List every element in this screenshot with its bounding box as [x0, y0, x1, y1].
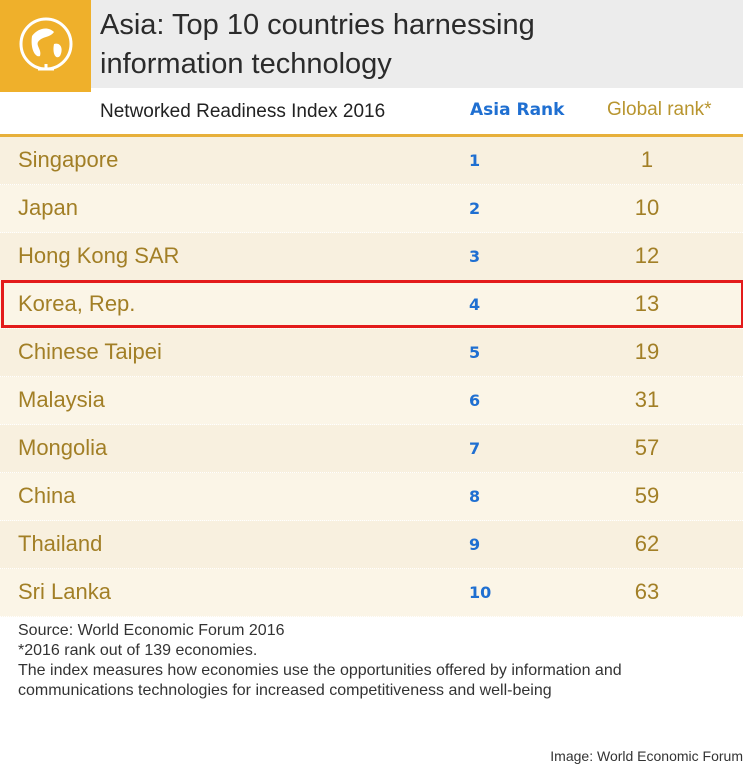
index-column-header: Networked Readiness Index 2016 [100, 101, 386, 122]
country-cell: Singapore [18, 147, 119, 172]
table-row: Malaysia 6 31 [0, 377, 743, 425]
global-rank-column-header: Global rank* [607, 99, 712, 120]
page-title: Asia: Top 10 countries harnessing inform… [100, 6, 740, 84]
global-rank-cell: 13 [634, 291, 660, 316]
asia-rank-cell: 1 [469, 151, 481, 170]
table-row: Sri Lanka 10 63 [0, 569, 743, 617]
country-cell: Thailand [18, 531, 103, 556]
title-line-2: information technology [100, 48, 392, 80]
image-credit: Image: World Economic Forum [550, 748, 743, 764]
asia-rank-cell: 9 [469, 535, 481, 554]
table-row: Mongolia 7 57 [0, 425, 743, 473]
notes: Source: World Economic Forum 2016 *2016 … [18, 621, 738, 701]
title-line-1: Asia: Top 10 countries harnessing [100, 9, 535, 41]
header-band [0, 0, 743, 88]
table-row: Japan 2 10 [0, 185, 743, 233]
ranking-table: Singapore 1 1 Japan 2 10 Hong Kong SAR 3 12 Korea… [0, 137, 743, 617]
asia-rank-cell: 8 [469, 487, 481, 506]
asia-rank-cell: 6 [469, 391, 481, 410]
country-cell: Korea, Rep. [18, 291, 136, 316]
header-divider [0, 134, 743, 137]
asia-rank-cell: 7 [469, 439, 481, 458]
country-cell: Malaysia [18, 387, 105, 412]
asia-rank-cell: 4 [469, 295, 481, 314]
table-row: Singapore 1 1 [0, 137, 743, 185]
country-cell: Mongolia [18, 435, 108, 460]
global-rank-cell: 63 [634, 579, 660, 604]
description-line-1: The index measures how economies use the… [18, 662, 622, 679]
table-row: Chinese Taipei 5 19 [0, 329, 743, 377]
description-line-2: communications technologies for increase… [18, 682, 552, 699]
global-rank-cell: 10 [634, 195, 660, 220]
asia-rank-cell: 5 [469, 343, 481, 362]
asia-rank-column-header: Asia Rank [470, 100, 565, 120]
globe-icon [19, 17, 73, 71]
highlight-box-korea [1, 280, 743, 328]
asia-rank-cell: 10 [469, 583, 492, 602]
table-row: Thailand 9 62 [0, 521, 743, 569]
global-rank-cell: 57 [634, 435, 660, 460]
globe-logo [0, 0, 91, 92]
footnote: *2016 rank out of 139 economies. [18, 642, 258, 659]
asia-rank-cell: 2 [469, 199, 481, 218]
table-row: Hong Kong SAR 3 12 [0, 233, 743, 281]
global-rank-cell: 62 [634, 531, 660, 556]
country-cell: Japan [18, 195, 78, 220]
global-rank-cell: 12 [634, 243, 660, 268]
country-cell: Sri Lanka [18, 579, 111, 604]
country-cell: Chinese Taipei [18, 339, 162, 364]
global-rank-cell: 31 [634, 387, 660, 412]
table-row: China 8 59 [0, 473, 743, 521]
country-cell: Hong Kong SAR [18, 243, 180, 268]
table-row: Korea, Rep. 4 13 [0, 281, 743, 329]
asia-rank-cell: 3 [469, 247, 481, 266]
global-rank-cell: 19 [634, 339, 660, 364]
country-cell: China [18, 483, 76, 508]
global-rank-cell: 59 [634, 483, 660, 508]
global-rank-cell: 1 [640, 147, 654, 172]
source-note: Source: World Economic Forum 2016 [18, 622, 285, 639]
